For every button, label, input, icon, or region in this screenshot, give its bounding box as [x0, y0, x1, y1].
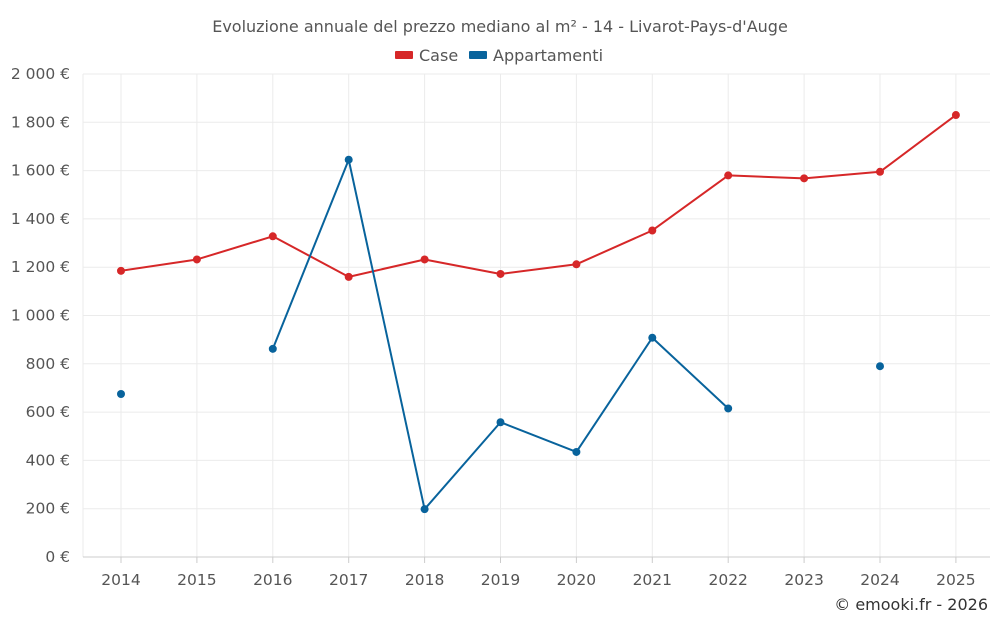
- x-tick-label: 2018: [405, 571, 444, 589]
- y-tick-label: 1 400 €: [11, 210, 70, 228]
- x-tick-label: 2014: [101, 571, 140, 589]
- data-point-case[interactable]: [724, 171, 733, 180]
- series-case: [117, 111, 960, 281]
- y-tick-label: 1 800 €: [11, 113, 70, 131]
- data-point-appartamenti[interactable]: [420, 505, 429, 514]
- data-point-appartamenti[interactable]: [117, 389, 125, 398]
- data-point-appartamenti[interactable]: [724, 404, 733, 413]
- y-tick-label: 1 600 €: [11, 162, 70, 180]
- legend-item-appartamenti[interactable]: Appartamenti: [469, 46, 603, 65]
- y-axis: 0 € 200 € 400 € 600 € 800 € 1 000 € 1 200 € 1 4…: [11, 65, 70, 566]
- y-tick-label: 600 €: [26, 403, 70, 421]
- data-point-case[interactable]: [951, 111, 960, 120]
- x-axis: 2014 2015 2016 2017 2018 2019 2020 2021 2022 2023…: [83, 556, 990, 589]
- legend[interactable]: Case Appartamenti: [395, 46, 603, 65]
- x-tick-label: 2016: [253, 571, 292, 589]
- chart-title: Evoluzione annuale del prezzo mediano al…: [212, 17, 788, 36]
- x-tick-label: 2021: [633, 571, 672, 589]
- y-tick-label: 0 €: [45, 548, 70, 566]
- y-tick-label: 200 €: [26, 500, 70, 518]
- data-point-case[interactable]: [192, 255, 201, 264]
- legend-swatch-appartamenti: [469, 51, 487, 59]
- data-point-appartamenti[interactable]: [648, 333, 657, 342]
- data-point-appartamenti[interactable]: [876, 362, 884, 371]
- data-point-case[interactable]: [876, 167, 884, 176]
- y-tick-label: 400 €: [26, 451, 70, 469]
- data-point-case[interactable]: [344, 272, 353, 281]
- x-tick-label: 2020: [557, 571, 596, 589]
- data-point-appartamenti[interactable]: [572, 447, 581, 456]
- credit-text: © emooki.fr - 2026: [834, 595, 988, 614]
- y-tick-label: 1 000 €: [11, 307, 70, 325]
- y-tick-label: 1 200 €: [11, 258, 70, 276]
- x-tick-label: 2017: [329, 571, 368, 589]
- series-layer: [117, 111, 960, 514]
- legend-swatch-case: [395, 51, 413, 59]
- data-point-case[interactable]: [572, 260, 581, 269]
- legend-item-case[interactable]: Case: [395, 46, 458, 65]
- data-point-appartamenti[interactable]: [344, 155, 353, 164]
- data-point-appartamenti[interactable]: [268, 344, 277, 353]
- x-tick-label: 2025: [936, 571, 975, 589]
- data-point-appartamenti[interactable]: [496, 418, 505, 427]
- legend-label-case: Case: [419, 46, 458, 65]
- grid: [82, 73, 990, 558]
- data-point-case[interactable]: [117, 266, 125, 275]
- data-point-case[interactable]: [496, 269, 505, 278]
- data-point-case[interactable]: [268, 232, 277, 241]
- series-line-case: [120, 114, 957, 278]
- legend-label-appartamenti: Appartamenti: [493, 46, 603, 65]
- x-tick-label: 2022: [708, 571, 747, 589]
- y-tick-label: 800 €: [26, 355, 70, 373]
- data-point-case[interactable]: [800, 174, 809, 183]
- x-tick-label: 2019: [481, 571, 520, 589]
- y-tick-label: 2 000 €: [11, 65, 70, 83]
- x-tick-label: 2015: [177, 571, 216, 589]
- x-tick-label: 2024: [860, 571, 899, 589]
- series-appartamenti: [117, 155, 884, 514]
- data-point-case[interactable]: [648, 226, 657, 235]
- data-point-case[interactable]: [420, 255, 429, 264]
- x-tick-label: 2023: [784, 571, 823, 589]
